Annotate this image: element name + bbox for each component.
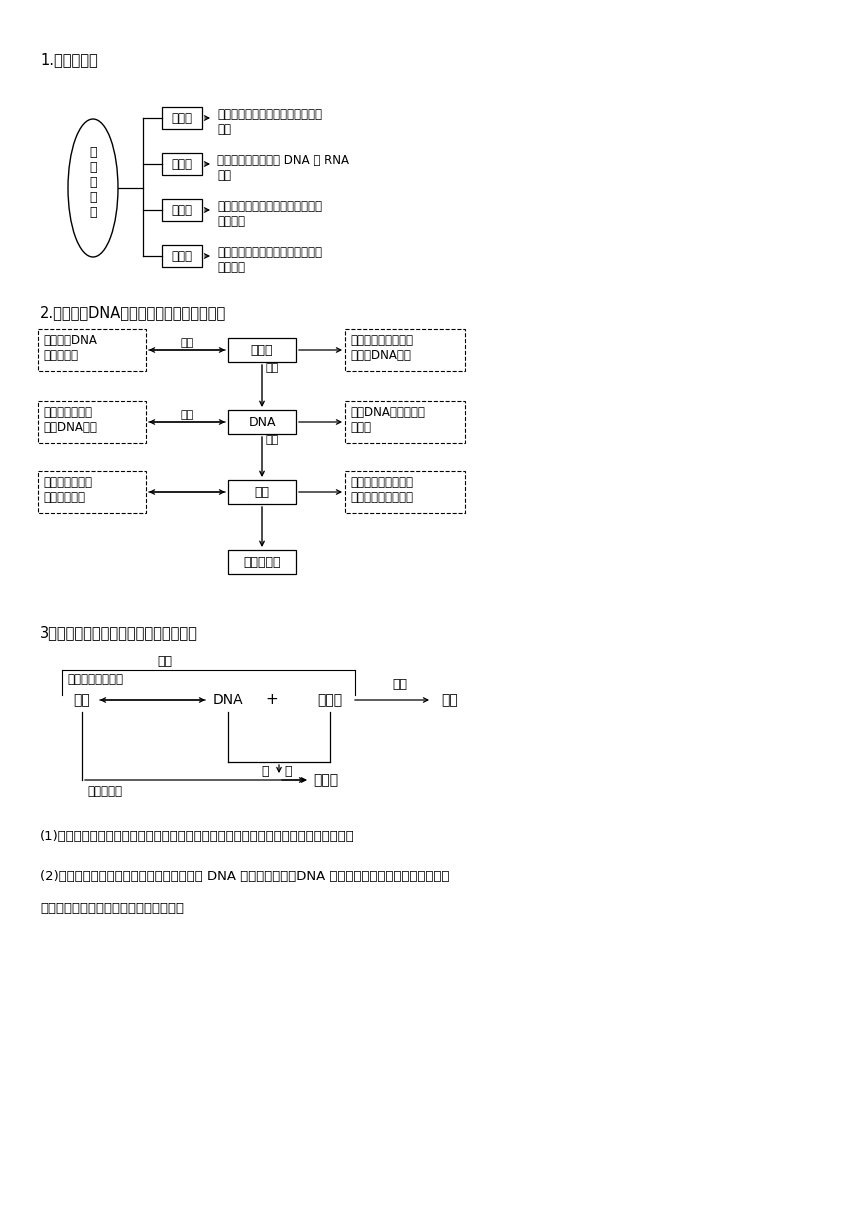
Text: 呈线性排列: 呈线性排列 xyxy=(87,786,122,798)
Text: DNA: DNA xyxy=(212,693,243,706)
Text: 蛋白质: 蛋白质 xyxy=(317,693,342,706)
Bar xyxy=(228,410,296,434)
Text: 1.基因的内涵: 1.基因的内涵 xyxy=(40,52,98,67)
Ellipse shape xyxy=(68,119,118,257)
Text: 数量: 数量 xyxy=(265,364,279,373)
Text: 染色体: 染色体 xyxy=(313,773,338,787)
Text: 或两个DNA分子: 或两个DNA分子 xyxy=(350,349,411,362)
Text: 功能上: 功能上 xyxy=(171,112,193,124)
Text: 数量: 数量 xyxy=(265,435,279,445)
Bar xyxy=(38,471,146,513)
Text: 性状: 性状 xyxy=(442,693,458,706)
Text: DNA: DNA xyxy=(249,416,276,428)
Text: 结构上: 结构上 xyxy=(171,203,193,216)
Text: (1)对于真核细胞来说，染色体是基因的主要载体；线粒体和叶绿体是基因的次要载体。: (1)对于真核细胞来说，染色体是基因的主要载体；线粒体和叶绿体是基因的次要载体。 xyxy=(40,831,354,843)
Text: 控制: 控制 xyxy=(157,655,173,668)
Text: 3．基因、染色体、蛋白质、性状的关系: 3．基因、染色体、蛋白质、性状的关系 xyxy=(40,625,198,640)
Text: 因的基本单位: 因的基本单位 xyxy=(43,491,85,503)
Text: 基因是含有特定遗传信息的脱氧核
苷酸序列: 基因是含有特定遗传信息的脱氧核 苷酸序列 xyxy=(217,199,322,229)
Bar xyxy=(228,480,296,503)
Bar xyxy=(38,330,146,371)
Text: 的主要载体: 的主要载体 xyxy=(43,349,78,362)
Text: 基因是有遗传效: 基因是有遗传效 xyxy=(43,406,92,420)
Text: 基因是遗传物质结构和功能的基本
单位: 基因是遗传物质结构和功能的基本 单位 xyxy=(217,108,322,136)
Text: 组: 组 xyxy=(261,765,268,778)
Text: 列顺序代表遗传信息: 列顺序代表遗传信息 xyxy=(350,491,413,503)
Text: 脱氧核苷酸: 脱氧核苷酸 xyxy=(243,556,280,569)
Text: (2)对于原核细胞来说，基因存在于拟核中的 DNA 分子或质粒上，DNA 是裸露的，并没有与蛋白质一起构: (2)对于原核细胞来说，基因存在于拟核中的 DNA 分子或质粒上，DNA 是裸露… xyxy=(40,869,450,883)
Text: 基因: 基因 xyxy=(255,485,269,499)
Text: 基因是有遗传效应的 DNA 或 RNA
片段: 基因是有遗传效应的 DNA 或 RNA 片段 xyxy=(217,154,349,182)
Text: 多基因: 多基因 xyxy=(350,421,371,434)
Text: 基
因
的
内
涵: 基 因 的 内 涵 xyxy=(89,146,96,219)
Bar xyxy=(162,244,202,268)
Text: 成染色体，因此，没有染色体这一载体。: 成染色体，因此，没有染色体这一载体。 xyxy=(40,902,184,914)
Bar xyxy=(38,401,146,443)
Text: 基因: 基因 xyxy=(74,693,90,706)
Text: 位置: 位置 xyxy=(181,338,194,348)
Text: 基因的脱氧核苷酸排: 基因的脱氧核苷酸排 xyxy=(350,475,413,489)
Text: 成: 成 xyxy=(284,765,292,778)
Text: 本质上: 本质上 xyxy=(171,158,193,170)
Text: 脱氧核苷酸是基: 脱氧核苷酸是基 xyxy=(43,475,92,489)
Text: +: + xyxy=(266,692,279,708)
Bar xyxy=(162,107,202,129)
Text: 位置上: 位置上 xyxy=(171,249,193,263)
Bar xyxy=(162,153,202,175)
Bar xyxy=(228,338,296,362)
Text: 2.染色体、DNA、基因、脱氧核苷酸的关系: 2.染色体、DNA、基因、脱氧核苷酸的关系 xyxy=(40,305,226,320)
Text: 基因在染色体上有特定的位置，呈
线性排列: 基因在染色体上有特定的位置，呈 线性排列 xyxy=(217,246,322,274)
Bar xyxy=(345,401,465,443)
Text: 每个DNA分子含有许: 每个DNA分子含有许 xyxy=(350,406,425,420)
Text: 每条染色体上有一个: 每条染色体上有一个 xyxy=(350,334,413,347)
Bar xyxy=(162,199,202,221)
Text: 应的DNA片段: 应的DNA片段 xyxy=(43,421,97,434)
Text: 体现: 体现 xyxy=(392,679,408,691)
Bar xyxy=(345,471,465,513)
Bar xyxy=(345,330,465,371)
Text: 有遗传效应的片段: 有遗传效应的片段 xyxy=(67,672,123,686)
Text: 染色体: 染色体 xyxy=(251,343,273,356)
Text: 本质: 本质 xyxy=(181,410,194,420)
Bar xyxy=(228,550,296,574)
Text: 染色体是DNA: 染色体是DNA xyxy=(43,334,97,347)
